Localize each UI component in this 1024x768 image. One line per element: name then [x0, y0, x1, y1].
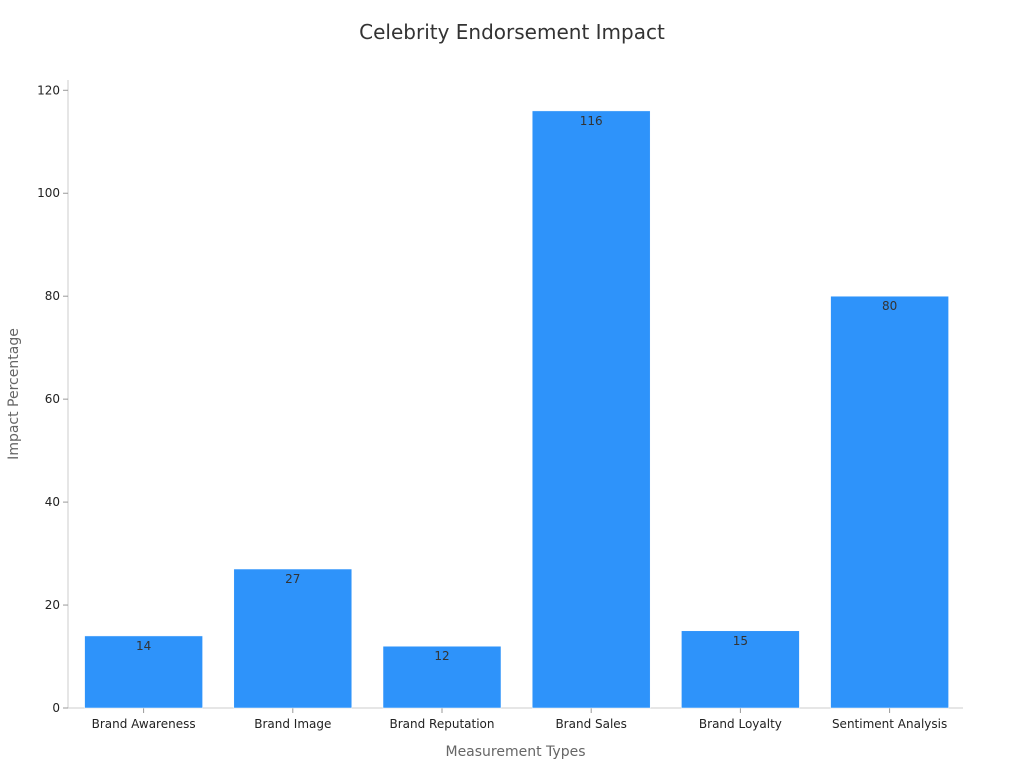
y-tick-label: 120	[37, 83, 60, 97]
y-tick-label: 100	[37, 186, 60, 200]
y-tick-label: 40	[45, 495, 60, 509]
data-label: 80	[882, 299, 897, 313]
data-label: 15	[733, 634, 748, 648]
bar	[830, 295, 949, 709]
x-tick-label: Brand Awareness	[92, 717, 196, 731]
x-tick-label: Brand Loyalty	[699, 717, 782, 731]
x-axis: Brand Awareness Brand Image Brand Reputati…	[68, 707, 963, 731]
bar	[233, 568, 353, 709]
data-label: 116	[580, 114, 603, 128]
y-axis-label: Impact Percentage	[6, 328, 22, 460]
data-label: 14	[136, 639, 151, 653]
y-tick-label: 80	[45, 289, 60, 303]
y-axis: 0 20 40 60 80 100 120	[37, 80, 69, 715]
bar	[531, 110, 651, 709]
y-tick-label: 0	[52, 701, 60, 715]
chart-title: Celebrity Endorsement Impact	[359, 20, 665, 44]
x-tick-label: Brand Image	[254, 717, 331, 731]
data-labels-group: 14 27 12 116 15 80	[136, 114, 897, 663]
bar	[382, 645, 502, 709]
data-label: 27	[285, 572, 300, 586]
bars-group	[84, 110, 949, 709]
bar	[84, 635, 203, 709]
bar	[681, 630, 800, 709]
x-tick-label: Sentiment Analysis	[832, 717, 947, 731]
data-label: 12	[434, 649, 449, 663]
x-tick-label: Brand Reputation	[389, 717, 494, 731]
y-tick-label: 60	[45, 392, 60, 406]
x-tick-label: Brand Sales	[555, 717, 627, 731]
y-tick-label: 20	[45, 598, 60, 612]
x-axis-label: Measurement Types	[445, 744, 585, 760]
